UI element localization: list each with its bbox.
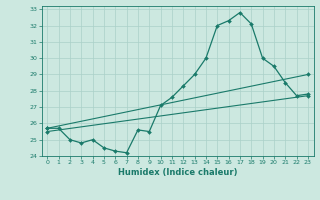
X-axis label: Humidex (Indice chaleur): Humidex (Indice chaleur): [118, 168, 237, 177]
